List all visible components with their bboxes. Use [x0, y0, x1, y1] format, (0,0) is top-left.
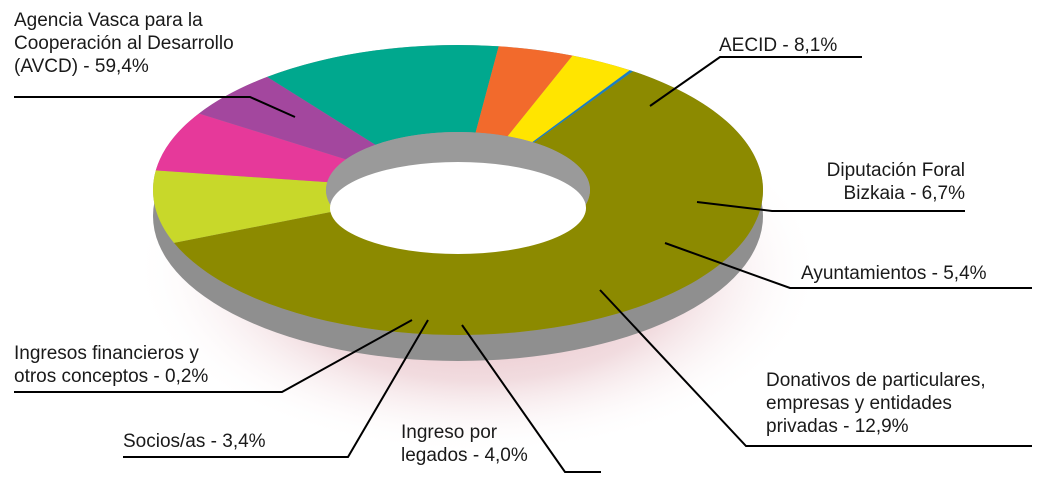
slice-label-avcd: Agencia Vasca para la Cooperación al Des…	[14, 10, 234, 77]
leader-line-4	[599, 289, 1032, 447]
slice-label-ingresos-financieros: Ingresos financieros y otros conceptos -…	[14, 343, 209, 387]
leader-line-1	[649, 56, 862, 107]
slice-label-ayuntamientos: Ayuntamientos - 5,4%	[801, 263, 987, 284]
slice-1	[152, 170, 336, 243]
slice-label-donativos: Donativos de particulares, empresas y en…	[766, 370, 986, 437]
slice-label-socios: Socios/as - 3,4%	[123, 431, 266, 452]
slice-4	[267, 45, 499, 145]
slice-label-aecid: AECID - 8,1%	[719, 35, 838, 56]
leader-line-5	[461, 324, 601, 473]
leader-line-0	[14, 96, 296, 118]
slice-label-diputacion: Diputación Foral Bizkaia - 6,7%	[826, 160, 965, 204]
slice-label-legados: Ingreso por legados - 4,0%	[401, 422, 528, 466]
leader-line-6	[123, 319, 429, 458]
slice-6	[507, 55, 630, 143]
slice-2	[155, 113, 346, 183]
slice-0	[173, 71, 764, 335]
slice-7	[532, 70, 633, 143]
leader-line-3	[664, 242, 1032, 289]
leader-line-2	[696, 201, 965, 212]
hole	[330, 162, 586, 254]
slice-5	[475, 46, 573, 137]
leader-line-7	[14, 319, 413, 393]
